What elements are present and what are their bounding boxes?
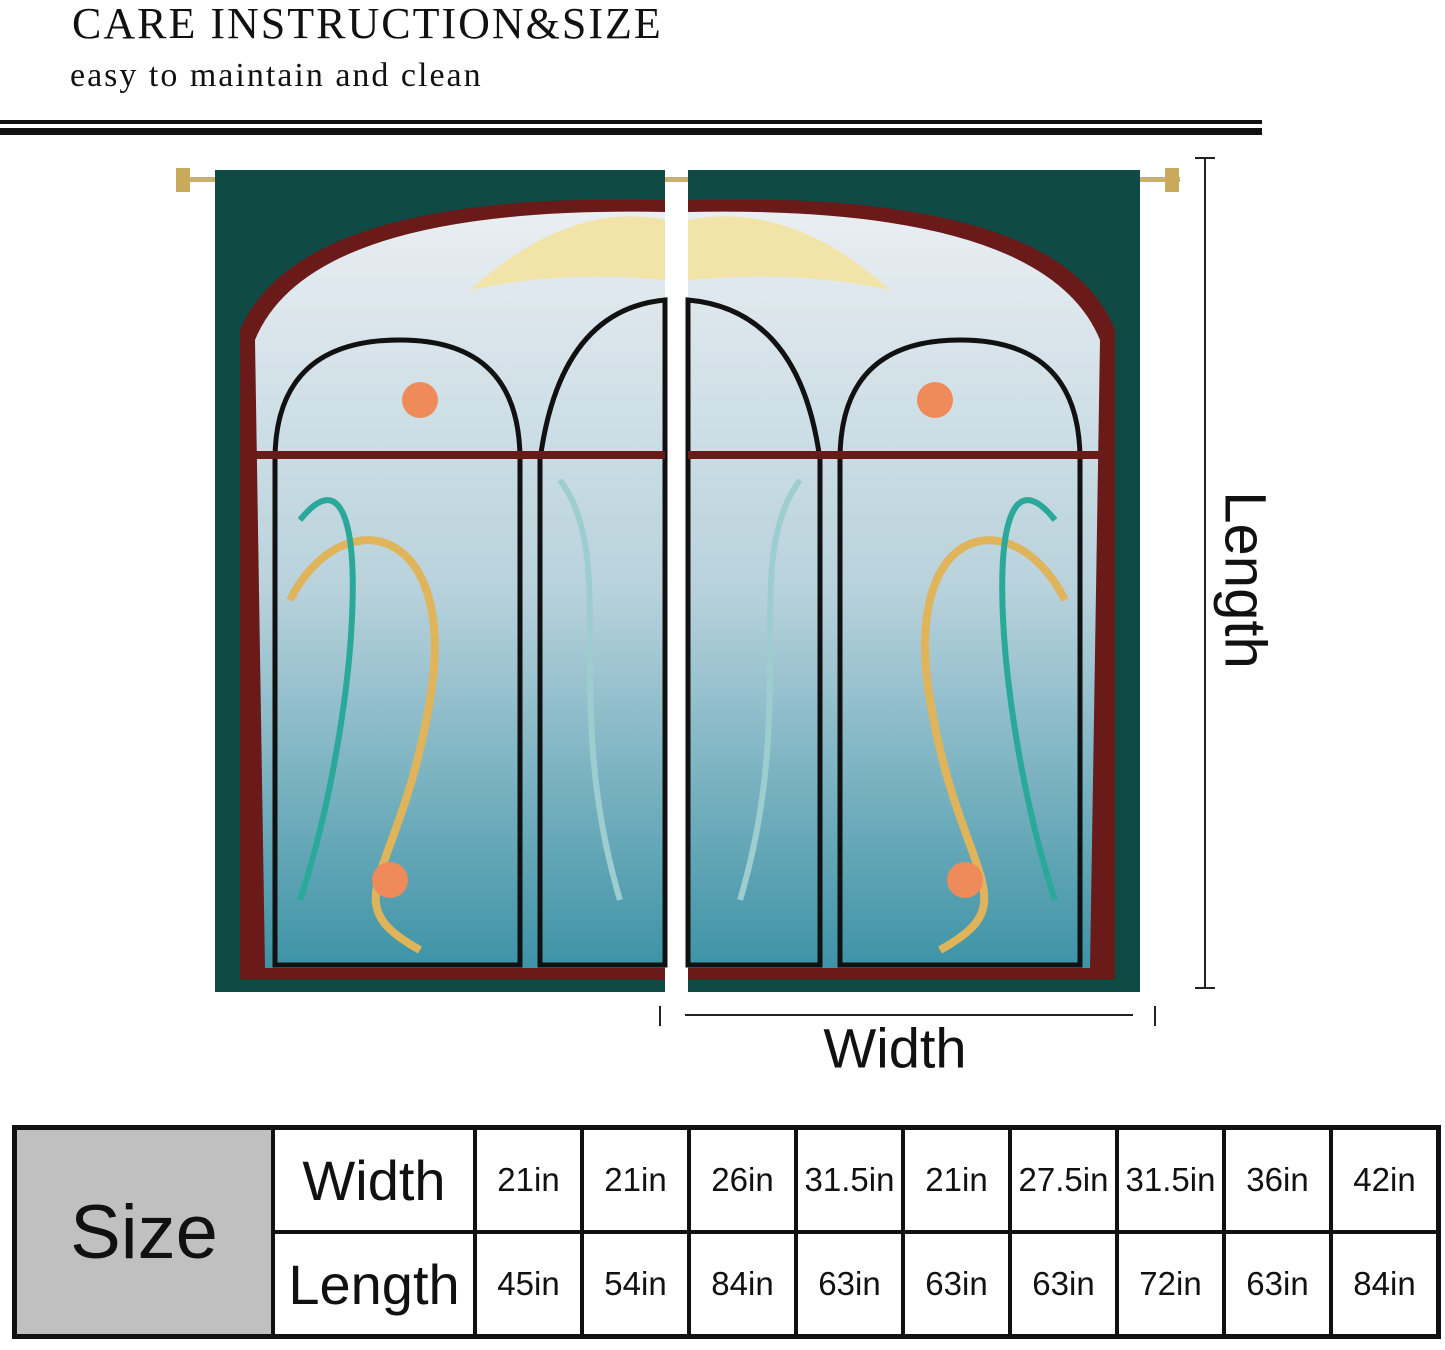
table-cell: 84in [687, 1230, 798, 1339]
page-title: CARE INSTRUCTION&SIZE [72, 0, 663, 48]
row-label-width: Width [271, 1125, 477, 1234]
length-label: Length [1212, 491, 1278, 669]
left-curtain-panel [215, 170, 668, 992]
table-cell: 31.5in [1115, 1125, 1226, 1234]
table-cell: 63in [1222, 1230, 1333, 1339]
table-cell: 27.5in [1008, 1125, 1119, 1234]
table-cell: 63in [1008, 1230, 1119, 1339]
divider [0, 128, 1262, 135]
row-label-length: Length [271, 1230, 477, 1339]
width-label: Width [823, 1016, 967, 1080]
right-curtain-panel [685, 170, 1140, 992]
size-header: Size [12, 1125, 275, 1339]
table-cell: 21in [580, 1125, 691, 1234]
table-cell: 84in [1329, 1230, 1441, 1339]
table-cell: 21in [901, 1125, 1012, 1234]
length-dimension-line [1195, 157, 1215, 989]
width-dimension-line [659, 1006, 1156, 1026]
table-cell: 26in [687, 1125, 798, 1234]
table-cell: 72in [1115, 1230, 1226, 1339]
table-cell: 63in [901, 1230, 1012, 1339]
size-table: Size Width 21in 21in 26in 31.5in 21in 27… [12, 1125, 1441, 1339]
curtain-rod [176, 168, 1180, 192]
curtain-illustration [176, 157, 1215, 1026]
page-subtitle: easy to maintain and clean [70, 57, 483, 94]
table-row: Size Width 21in 21in 26in 31.5in 21in 27… [12, 1125, 1441, 1339]
table-cell: 54in [580, 1230, 691, 1339]
table-cell: 42in [1329, 1125, 1441, 1234]
table-cell: 31.5in [794, 1125, 905, 1234]
table-cell: 36in [1222, 1125, 1333, 1234]
table-row: Length 45in 54in 84in 63in 63in 63in 72i… [15, 1230, 1441, 1339]
table-cell: 63in [794, 1230, 905, 1339]
table-cell: 45in [473, 1230, 584, 1339]
divider [0, 120, 1262, 124]
table-cell: 21in [473, 1125, 584, 1234]
